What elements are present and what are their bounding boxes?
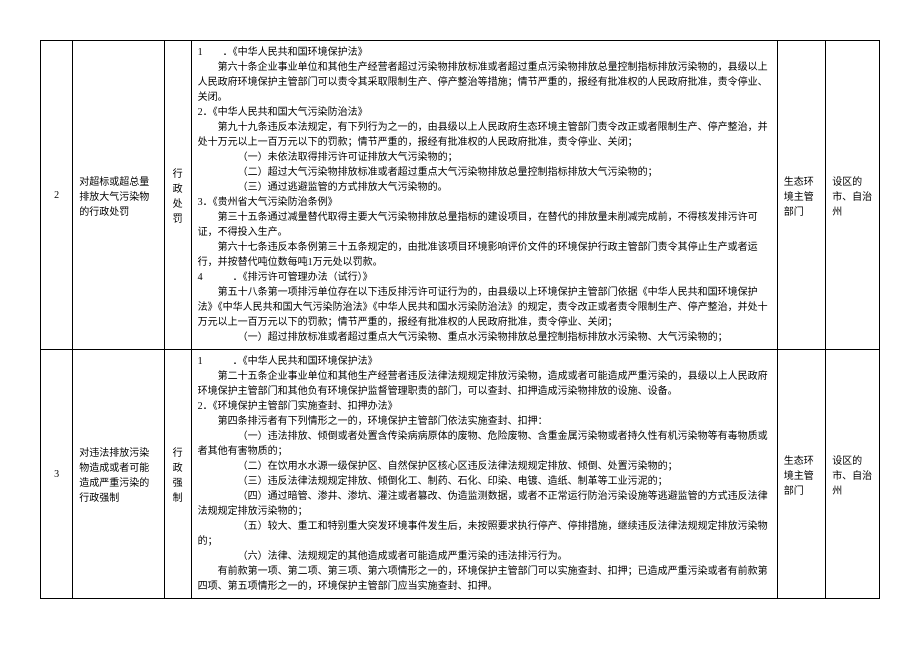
basis-paragraph: 有前款第一项、第二项、第三项、第六项情形之一的，环境保护主管部门可以实施查封、扣… (198, 564, 771, 594)
basis-paragraph: 第二十五条企业事业单位和其他生产经营者违反法律法规规定排放污染物，造成或者可能造… (198, 369, 771, 399)
basis-paragraph: 第六十七条违反本条例第三十五条规定的，由批准该项目环境影响评价文件的环境保护行政… (198, 240, 771, 270)
region-level: 设区的市、自治州 (826, 41, 880, 350)
basis-paragraph: （一）超过排放标准或者超过重点大气污染物、重点水污染物排放总量控制指标排放水污染… (198, 330, 771, 345)
table-row: 3对违法排放污染物造成或者可能造成严重污染的行政强制行政强制1 ．《中华人民共和… (41, 350, 880, 599)
basis-paragraph: 3．《贵州省大气污染防治条例》 (198, 195, 771, 210)
basis-paragraph: （三）违反法律法规规定排放、倾倒化工、制药、石化、印染、电镀、造纸、制革等工业污… (198, 474, 771, 489)
table-row: 2对超标或超总量排放大气污染物的行政处罚行政处罚1 ．《中华人民共和国环境保护法… (41, 41, 880, 350)
basis-paragraph: 2．《环境保护主管部门实施查封、扣押办法》 (198, 399, 771, 414)
matter-name: 对违法排放污染物造成或者可能造成严重污染的行政强制 (73, 350, 164, 599)
responsible-dept: 生态环境主管部门 (777, 41, 825, 350)
basis-paragraph: 第三十五条通过减量替代取得主要大气污染物排放总量指标的建设项目，在替代的排放量未… (198, 210, 771, 240)
basis-paragraph: 1 ．《中华人民共和国环境保护法》 (198, 45, 771, 60)
basis-paragraph: （二）超过大气污染物排放标准或者超过重点大气污染物排放总量控制指标排放大气污染物… (198, 165, 771, 180)
basis-paragraph: （四）通过暗管、渗井、渗坑、灌注或者篡改、伪造监测数据，或者不正常运行防治污染设… (198, 489, 771, 519)
basis-paragraph: 第五十八条第一项排污单位存在以下违反排污许可证行为的，由县级以上环境保护主管部门… (198, 285, 771, 330)
basis-paragraph: （一）违法排放、倾倒或者处置含传染病病原体的废物、危险废物、含重金属污染物或者持… (198, 429, 771, 459)
basis-paragraph: （三）通过逃避监管的方式排放大气污染物的。 (198, 180, 771, 195)
matter-name: 对超标或超总量排放大气污染物的行政处罚 (73, 41, 164, 350)
basis-paragraph: 第四条排污者有下列情形之一的，环境保护主管部门依法实施查封、扣押： (198, 414, 771, 429)
basis-paragraph: （五）较大、重工和特别重大突发环境事件发生后，未按照要求执行停产、停排措施，继续… (198, 519, 771, 549)
basis-paragraph: 1 ．《中华人民共和国环境保护法》 (198, 354, 771, 369)
basis-paragraph: （二）在饮用水水源一级保护区、自然保护区核心区违反法律法规规定排放、倾倒、处置污… (198, 459, 771, 474)
legal-basis: 1 ．《中华人民共和国环境保护法》第六十条企业事业单位和其他生产经营者超过污染物… (191, 41, 777, 350)
matter-type: 行政处罚 (164, 41, 191, 350)
responsible-dept: 生态环境主管部门 (777, 350, 825, 599)
legal-basis: 1 ．《中华人民共和国环境保护法》第二十五条企业事业单位和其他生产经营者违反法律… (191, 350, 777, 599)
basis-paragraph: 第九十九条违反本法规定，有下列行为之一的，由县级以上人民政府生态环境主管部门责令… (198, 120, 771, 150)
row-number: 3 (41, 350, 73, 599)
regulation-table: 2对超标或超总量排放大气污染物的行政处罚行政处罚1 ．《中华人民共和国环境保护法… (40, 40, 880, 599)
basis-paragraph: 4 ．《排污许可管理办法（试行）》 (198, 270, 771, 285)
basis-paragraph: （六）法律、法规规定的其他造成或者可能造成严重污染的违法排污行为。 (198, 549, 771, 564)
matter-type: 行政强制 (164, 350, 191, 599)
basis-paragraph: （一）未依法取得排污许可证排放大气污染物的； (198, 150, 771, 165)
region-level: 设区的市、自治州 (826, 350, 880, 599)
basis-paragraph: 2．《中华人民共和国大气污染防治法》 (198, 105, 771, 120)
basis-paragraph: 第六十条企业事业单位和其他生产经营者超过污染物排放标准或者超过重点污染物排放总量… (198, 60, 771, 105)
row-number: 2 (41, 41, 73, 350)
